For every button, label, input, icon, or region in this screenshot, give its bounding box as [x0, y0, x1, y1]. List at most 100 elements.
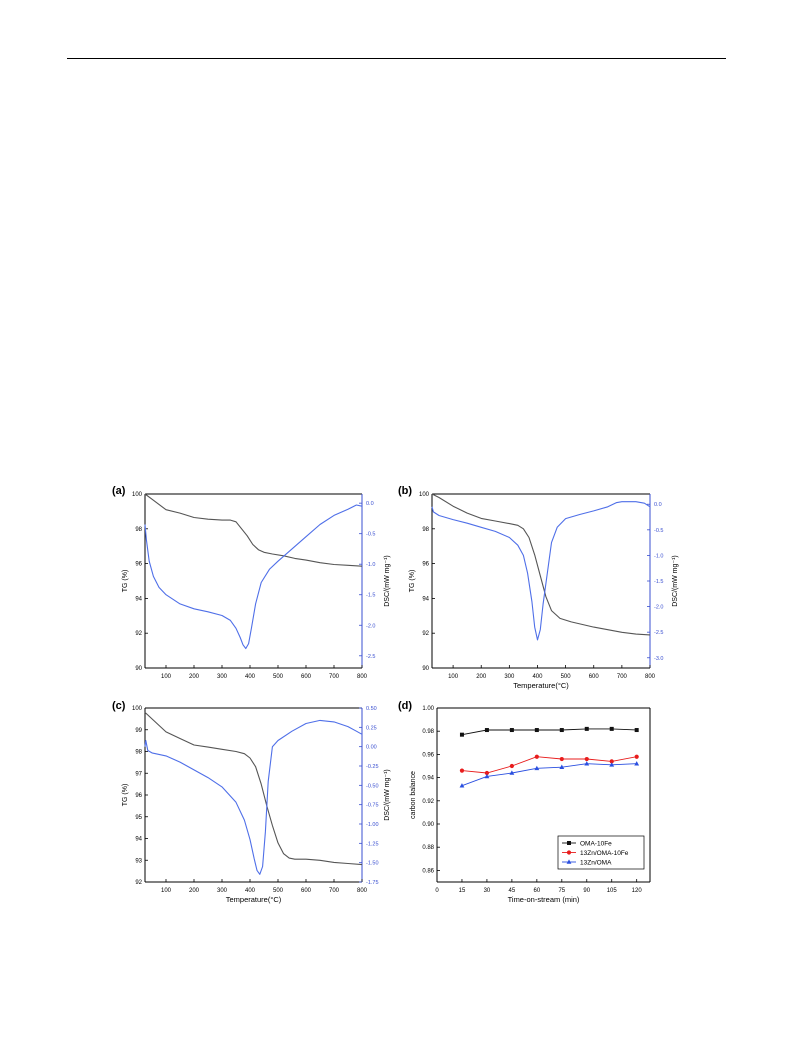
- x-tick-label: 800: [357, 888, 368, 894]
- y2-tick-label: -1.50: [366, 861, 379, 867]
- y-axis-title: TG (%): [122, 784, 129, 807]
- y-tick-label: 100: [132, 492, 143, 498]
- y-tick-label: 94: [135, 837, 142, 843]
- y2-tick-label: 0.0: [366, 501, 374, 507]
- y2-tick-label: -2.0: [366, 623, 375, 629]
- y2-tick-label: -3.0: [654, 656, 663, 662]
- y-tick-label: 0.92: [422, 799, 434, 805]
- x-tick-label: 600: [301, 674, 312, 680]
- x-tick-label: 700: [329, 674, 340, 680]
- legend-label: 13Zn/OMA: [580, 859, 612, 866]
- y-axis-title: TG (%): [409, 570, 416, 593]
- y-tick-label: 0.88: [422, 845, 434, 851]
- legend-label: 13Zn/OMA-10Fe: [580, 850, 629, 857]
- y-tick-label: 92: [135, 631, 142, 637]
- y2-tick-label: -1.5: [366, 593, 375, 599]
- x-tick-label: 75: [558, 888, 565, 894]
- panel-label: (a): [112, 485, 126, 497]
- data-point: [584, 726, 589, 731]
- y-tick-label: 100: [419, 492, 430, 498]
- y2-axis-title: DSC/(mW mg⁻¹): [384, 769, 391, 821]
- chart-panel-b: (b) 100 200 300 400 500 600 700 800 90 92 94 96 98 100…: [398, 485, 679, 690]
- tg-curve: [144, 711, 363, 866]
- y-tick-label: 98: [422, 527, 429, 533]
- x-axis-title: Temperature(°C): [513, 681, 569, 690]
- x-tick-label: 500: [273, 674, 284, 680]
- y2-tick-label: -0.5: [366, 532, 375, 538]
- y-tick-label: 97: [135, 771, 142, 777]
- y-tick-label: 95: [135, 815, 142, 821]
- chart-panel-a: (a) 100 200 300 400 500 600 700 800 90 92 94 96 98 100…: [112, 485, 391, 680]
- y-tick-label: 1.00: [422, 706, 434, 712]
- y2-tick-label: -1.00: [366, 822, 379, 828]
- x-tick-label: 500: [561, 674, 572, 680]
- series-line: [461, 763, 637, 787]
- data-point: [559, 756, 564, 762]
- x-tick-label: 105: [607, 888, 618, 894]
- legend-label: OMA-10Fe: [580, 840, 612, 847]
- data-point: [484, 770, 490, 776]
- data-point: [509, 763, 514, 769]
- legend-marker: [566, 850, 572, 855]
- y-tick-label: 94: [135, 596, 142, 602]
- y2-tick-label: -2.5: [654, 630, 663, 636]
- data-point: [509, 770, 515, 775]
- data-point: [459, 732, 464, 737]
- x-axis-title: Temperature(°C): [226, 895, 282, 904]
- y-tick-label: 99: [135, 728, 142, 734]
- x-tick-label: 30: [484, 888, 491, 894]
- data-point: [609, 762, 615, 767]
- x-tick-label: 600: [301, 888, 312, 894]
- y2-tick-label: -1.0: [654, 553, 663, 559]
- y2-tick-label: -2.0: [654, 605, 663, 611]
- data-point: [634, 761, 640, 766]
- y2-axis-title: DSC/(mW mg⁻¹): [384, 555, 391, 607]
- x-tick-label: 0: [435, 888, 439, 894]
- y2-tick-label: -0.25: [366, 764, 379, 770]
- legend: OMA-10Fe 13Zn/OMA-10Fe 13Zn/OMA: [557, 835, 645, 870]
- x-tick-label: 400: [245, 674, 256, 680]
- x-tick-label: 300: [217, 888, 228, 894]
- y-tick-label: 90: [135, 666, 142, 672]
- series-line: [461, 728, 637, 736]
- x-tick-label: 60: [534, 888, 541, 894]
- x-tick-label: 200: [476, 674, 487, 680]
- tg-curve: [144, 493, 363, 567]
- data-point: [484, 773, 490, 779]
- y2-tick-label: 0.50: [366, 706, 377, 712]
- y2-tick-label: 0.0: [654, 502, 662, 508]
- x-tick-label: 100: [161, 674, 172, 680]
- chart-panel-d: (d) 0 15 30 45 60 75 90 105 120 0.86 0.88 0.90 0.92 0.…: [398, 700, 651, 904]
- data-point: [459, 768, 465, 773]
- y2-tick-label: 0.25: [366, 725, 377, 731]
- y2-tick-label: -2.5: [366, 654, 375, 660]
- y-axis-title: TG (%): [122, 570, 129, 593]
- dsc-curve: [144, 719, 363, 875]
- x-tick-label: 600: [589, 674, 600, 680]
- y2-tick-label: -0.50: [366, 783, 379, 789]
- data-point: [559, 728, 564, 733]
- y-tick-label: 0.86: [422, 868, 434, 874]
- y-tick-label: 92: [422, 631, 429, 637]
- y-tick-label: 0.90: [422, 822, 434, 828]
- x-tick-label: 500: [273, 888, 284, 894]
- panel-label: (b): [398, 485, 412, 497]
- data-point: [609, 726, 614, 731]
- y-tick-label: 96: [135, 562, 142, 568]
- data-point: [534, 765, 540, 771]
- x-tick-label: 45: [509, 888, 516, 894]
- data-point: [634, 728, 639, 733]
- y2-tick-label: -0.75: [366, 803, 379, 809]
- data-point: [484, 728, 489, 733]
- x-tick-label: 300: [504, 674, 515, 680]
- chart-panel-c: (c) 100 200 300 400 500 600 700 800 92 93 94 95 96 97 9…: [112, 700, 391, 904]
- data-point: [584, 761, 590, 766]
- y-tick-label: 96: [422, 562, 429, 568]
- y-tick-label: 0.98: [422, 729, 434, 735]
- y2-tick-label: -0.5: [654, 528, 663, 534]
- x-tick-label: 90: [583, 888, 590, 894]
- y-tick-label: 96: [135, 793, 142, 799]
- y-tick-label: 90: [422, 666, 429, 672]
- y-tick-label: 100: [132, 706, 143, 712]
- y2-tick-label: -1.0: [366, 562, 375, 568]
